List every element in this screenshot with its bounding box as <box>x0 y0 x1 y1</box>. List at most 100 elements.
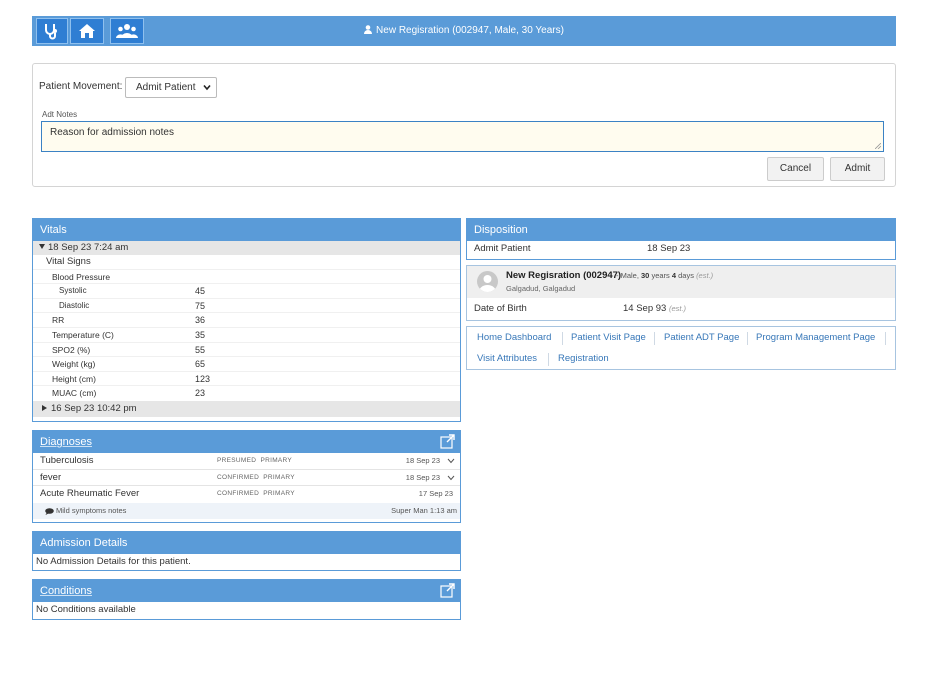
diagnosis-date: 17 Sep 23 <box>418 489 453 498</box>
stethoscope-icon <box>45 24 57 40</box>
disposition-title: Disposition <box>474 224 528 236</box>
dob-label: Date of Birth <box>474 303 527 314</box>
bp-label: Blood Pressure <box>52 271 111 282</box>
link-home-dashboard[interactable]: Home Dashboard <box>477 332 552 343</box>
external-link-icon[interactable] <box>440 434 455 449</box>
home-nav-button[interactable] <box>70 18 104 44</box>
vitals-date-expanded[interactable]: 18 Sep 23 7:24 am <box>33 241 460 255</box>
vital-label: SPO2 (%) <box>52 344 91 355</box>
diagnosis-certainty: CONFIRMED <box>217 490 260 497</box>
disposition-label: Admit Patient <box>474 243 531 254</box>
vital-value: 123 <box>195 373 211 384</box>
disposition-header: Disposition <box>467 219 895 241</box>
admission-details-title: Admission Details <box>40 537 128 549</box>
diagnoses-title[interactable]: Diagnoses <box>40 436 92 448</box>
vitals-collapsed-date: 16 Sep 23 10:42 pm <box>51 402 137 414</box>
vital-row: MUAC (cm) 23 <box>33 386 460 401</box>
admission-details-panel: Admission Details No Admission Details f… <box>32 531 461 571</box>
vital-label: MUAC (cm) <box>52 388 97 399</box>
vital-group-row: Vital Signs <box>33 255 460 270</box>
vital-row: Systolic 45 <box>33 284 460 299</box>
diagnosis-row[interactable]: Tuberculosis PRESUMED PRIMARY 18 Sep 23 <box>33 453 460 470</box>
dob-value-group: 14 Sep 93 (est.) <box>623 303 686 314</box>
adt-notes-label: Adt Notes <box>42 110 78 119</box>
user-icon <box>364 25 373 34</box>
diagnosis-status: PRESUMED PRIMARY <box>217 453 292 470</box>
vital-row: Height (cm) 123 <box>33 372 460 387</box>
diagnosis-row[interactable]: Acute Rheumatic Fever CONFIRMED PRIMARY … <box>33 486 460 503</box>
diagnosis-note: Mild symptoms notes Super Man 1:13 am <box>33 502 460 519</box>
external-link-icon[interactable] <box>440 583 455 598</box>
admit-button[interactable]: Admit <box>830 157 885 181</box>
chevron-down-icon[interactable] <box>447 475 455 481</box>
diagnosis-status: CONFIRMED PRIMARY <box>217 470 295 487</box>
patient-days-word: days <box>676 271 697 280</box>
patient-movement-label: Patient Movement: <box>39 81 123 92</box>
patients-nav-button[interactable] <box>110 18 144 44</box>
link-patient-adt-page[interactable]: Patient ADT Page <box>664 332 740 343</box>
patient-title-text: New Regisration (002947, Male, 30 Years) <box>376 25 564 36</box>
vital-group-label: Vital Signs <box>46 256 91 267</box>
link-program-management-page[interactable]: Program Management Page <box>756 332 876 343</box>
diagnosis-date: 18 Sep 23 <box>405 472 440 482</box>
navigation-links: Home Dashboard Patient Visit Page Patien… <box>466 326 896 370</box>
vital-label: Weight (kg) <box>52 359 96 370</box>
clinical-nav-button[interactable] <box>36 18 68 44</box>
diagnosis-note-author: Super Man 1:13 am <box>391 505 457 515</box>
patient-summary-header <box>467 266 895 298</box>
vital-row: Weight (kg) 65 <box>33 357 460 372</box>
dob-value: 14 Sep 93 <box>623 303 667 314</box>
vitals-title-text: Vitals <box>40 224 67 236</box>
avatar <box>477 271 498 292</box>
patient-location: Galgadud, Galgadud <box>506 284 576 293</box>
patient-meta: - Male, 30 years 4 days (est.) <box>616 271 713 280</box>
vital-row: SPO2 (%) 55 <box>33 343 460 358</box>
patient-movement-select[interactable]: Admit Patient <box>125 77 217 98</box>
chevron-down-icon[interactable] <box>447 458 455 464</box>
patient-movement-selected: Admit Patient <box>136 82 196 93</box>
disposition-panel: Disposition Admit Patient 18 Sep 23 <box>466 218 896 260</box>
conditions-title[interactable]: Conditions <box>40 585 92 597</box>
vitals-title: Vitals <box>33 219 460 241</box>
disposition-row: Admit Patient 18 Sep 23 <box>467 241 895 257</box>
diagnosis-name: Acute Rheumatic Fever <box>40 488 140 499</box>
link-separator <box>747 332 748 345</box>
vitals-expanded-date: 18 Sep 23 7:24 am <box>48 242 129 253</box>
cancel-button[interactable]: Cancel <box>767 157 824 181</box>
adt-notes-value: Reason for admission notes <box>50 127 174 138</box>
vital-value: 65 <box>195 359 206 370</box>
patient-title: New Regisration (002947, Male, 30 Years) <box>32 16 896 46</box>
vital-row: RR 36 <box>33 313 460 328</box>
link-separator <box>654 332 655 345</box>
vital-value: 55 <box>195 344 206 355</box>
diagnosis-order: PRIMARY <box>263 490 295 497</box>
vital-value: 23 <box>195 388 206 399</box>
caret-down-icon <box>39 244 45 249</box>
diagnosis-status: CONFIRMED PRIMARY <box>217 486 295 503</box>
patient-age-days: 4 <box>671 271 677 280</box>
top-bar: New Regisration (002947, Male, 30 Years) <box>32 16 896 46</box>
chevron-down-icon <box>203 84 211 91</box>
vitals-date-collapsed[interactable]: 16 Sep 23 10:42 pm <box>33 400 460 417</box>
diagnosis-row[interactable]: fever CONFIRMED PRIMARY 18 Sep 23 <box>33 470 460 487</box>
link-visit-attributes[interactable]: Visit Attributes <box>477 353 538 364</box>
adt-notes-textarea[interactable]: Reason for admission notes <box>41 121 884 152</box>
diagnosis-certainty: PRESUMED <box>217 457 257 464</box>
admission-details-empty: No Admission Details for this patient. <box>36 556 191 567</box>
vital-row: Temperature (C) 35 <box>33 328 460 343</box>
vital-value: 35 <box>195 329 206 340</box>
diagnoses-panel: Diagnoses Tuberculosis PRESUMED PRIMARY … <box>32 430 461 523</box>
diagnoses-header: Diagnoses <box>33 431 460 453</box>
age-est: (est.) <box>696 271 714 280</box>
vital-value: 36 <box>195 315 206 326</box>
resize-grip-icon[interactable] <box>875 143 881 149</box>
link-registration[interactable]: Registration <box>558 353 609 364</box>
vital-label: Diastolic <box>59 300 90 310</box>
vital-label: Height (cm) <box>52 373 96 384</box>
link-patient-visit-page[interactable]: Patient Visit Page <box>571 332 646 343</box>
vitals-panel: Vitals 18 Sep 23 7:24 am Vital Signs Blo… <box>32 218 461 422</box>
link-separator <box>548 353 549 366</box>
patient-summary: New Regisration (002947) - Male, 30 year… <box>466 265 896 321</box>
disposition-date: 18 Sep 23 <box>647 243 691 254</box>
diagnosis-name: fever <box>40 471 62 483</box>
